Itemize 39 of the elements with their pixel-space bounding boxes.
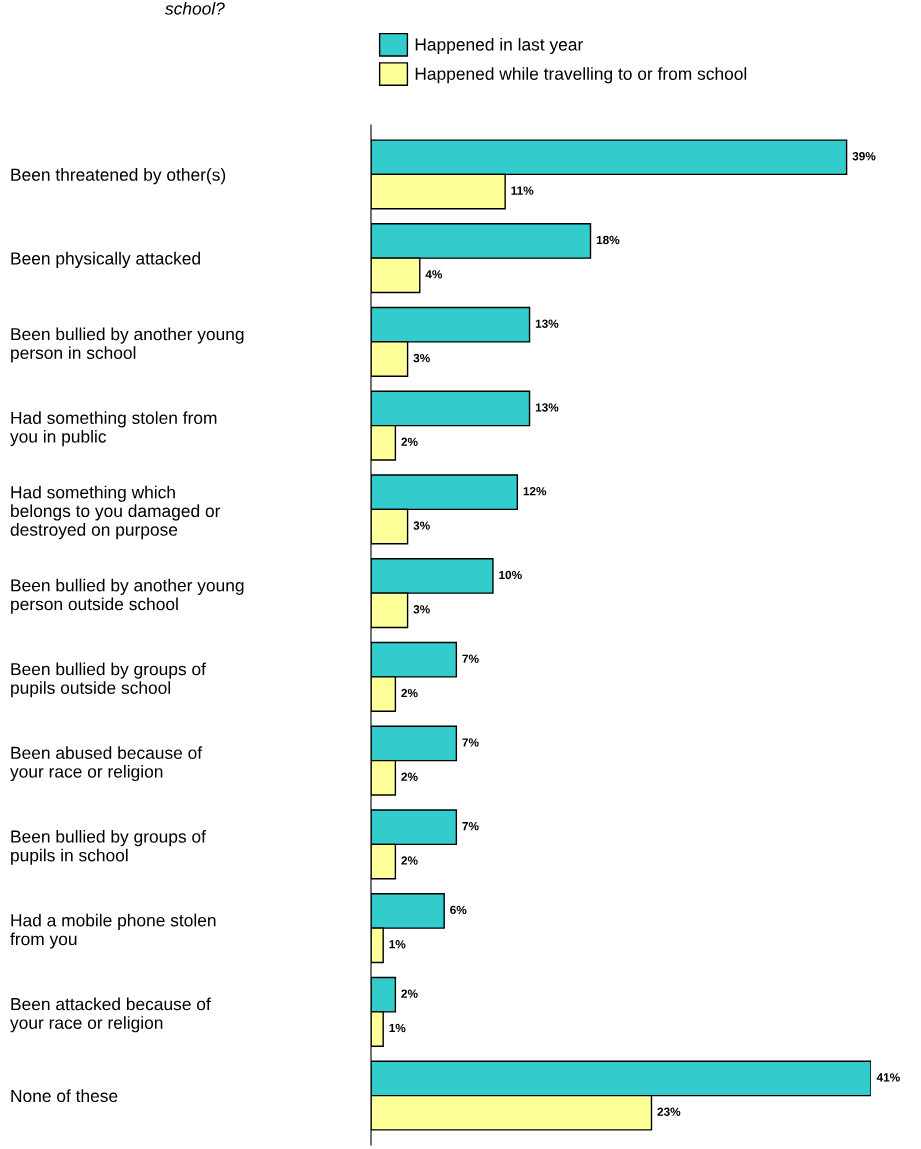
- data-label: 39%: [852, 152, 876, 161]
- data-label: 12%: [523, 487, 547, 496]
- data-label: 3%: [413, 521, 430, 530]
- data-label: 6%: [450, 905, 467, 915]
- data-label: 2%: [401, 856, 418, 865]
- data-label: 2%: [401, 437, 418, 446]
- y-tick-label: Been threatened by other(s): [11, 168, 226, 185]
- y-tick-label: Had something stolen from you in public: [10, 411, 217, 447]
- y-tick-label: Been bullied by groups of pupils outside school: [11, 662, 206, 698]
- data-label: 13%: [535, 319, 559, 328]
- data-label: 2%: [401, 989, 418, 998]
- y-tick-label: Been abused because of your race or religion: [10, 746, 203, 782]
- y-tick-label: Had something which belongs to you damaged or destroyed on purpose: [10, 485, 221, 540]
- y-tick-label: Been bullied by groups of pupils in school: [11, 829, 206, 865]
- data-label: 1%: [389, 940, 406, 949]
- data-label: 2%: [401, 772, 418, 781]
- data-label: 2%: [401, 688, 418, 698]
- y-tick-label: Had a mobile phone stolen from you: [10, 913, 216, 949]
- data-label: 23%: [657, 1107, 681, 1116]
- data-label: 18%: [596, 235, 620, 245]
- data-label: 3%: [413, 353, 430, 363]
- y-tick-label: Been physically attacked: [11, 251, 200, 269]
- legend-label: Happened in last year: [415, 37, 583, 55]
- data-label: 10%: [499, 570, 522, 580]
- y-tick-label: Been bullied by another young person outside school: [11, 578, 244, 614]
- data-label: 4%: [425, 270, 443, 279]
- data-label: 11%: [511, 186, 534, 195]
- data-label: 3%: [413, 605, 430, 614]
- y-tick-label: Been attacked because of your race or religion: [10, 997, 211, 1033]
- y-tick-label: Been bullied by another young person in school: [11, 327, 244, 363]
- data-label: 1%: [389, 1023, 406, 1033]
- data-label: 41%: [876, 1073, 900, 1082]
- data-label: 13%: [535, 403, 559, 412]
- data-label: 7%: [462, 738, 479, 747]
- text: school?: [165, 2, 225, 15]
- data-label: 7%: [462, 654, 479, 663]
- data-label: 7%: [462, 822, 479, 831]
- y-tick-label: None of these: [11, 1089, 118, 1103]
- legend-label: Happened while travelling to or from school: [415, 67, 747, 84]
